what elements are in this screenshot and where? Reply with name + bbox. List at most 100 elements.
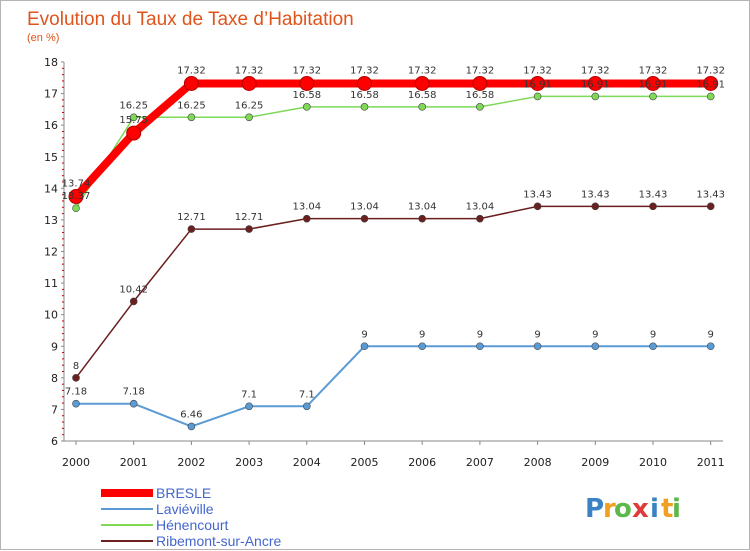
- data-point: [649, 92, 657, 101]
- logo-letter: r: [603, 494, 616, 524]
- data-label: 13.04: [408, 202, 437, 213]
- logo-letter: t: [661, 494, 673, 524]
- data-point: [302, 214, 311, 223]
- x-tick-label: 2007: [466, 456, 494, 469]
- chart-subtitle: (en %): [27, 32, 59, 44]
- data-label: 16.25: [235, 100, 264, 111]
- x-tick-label: 2000: [62, 456, 90, 469]
- data-point: [533, 92, 542, 101]
- logo-letter: o: [614, 494, 632, 524]
- proxiti-logo: Pro x i ti: [585, 494, 681, 524]
- series-line: [75, 205, 711, 379]
- series-bresle: [68, 75, 719, 205]
- data-point: [706, 342, 715, 351]
- data-label: 17.32: [177, 65, 206, 76]
- data-point: [706, 202, 715, 211]
- data-point: [72, 204, 80, 213]
- x-tick-label: 2011: [697, 456, 725, 469]
- data-label: 7.18: [123, 387, 145, 398]
- x-tick-label: 2001: [120, 456, 148, 469]
- y-tick-label: 7: [51, 403, 58, 416]
- data-point: [649, 202, 657, 211]
- data-label: 9: [534, 329, 540, 340]
- data-label: 9: [361, 329, 367, 340]
- data-point: [72, 399, 80, 408]
- data-label: 6.46: [180, 409, 202, 420]
- data-label: 17.32: [466, 65, 495, 76]
- data-label: 13.04: [466, 202, 495, 213]
- y-tick-label: 6: [51, 435, 58, 448]
- data-label: 16.91: [581, 79, 610, 90]
- logo-letter: i: [672, 494, 681, 524]
- data-point: [360, 214, 369, 223]
- data-point: [418, 342, 427, 351]
- data-point: [72, 374, 80, 382]
- data-point: [414, 75, 430, 91]
- data-point: [129, 297, 138, 306]
- data-point: [533, 202, 542, 211]
- data-label: 9: [477, 329, 483, 340]
- data-label: 17.32: [639, 65, 668, 76]
- data-label: 7.18: [65, 387, 87, 398]
- data-point: [126, 125, 142, 141]
- data-point: [591, 342, 600, 351]
- axes: 6 7 8 9 10 11 12 13 14 15 16 17 18 2000 2001 2002 2003 20…: [44, 56, 725, 469]
- data-label: 9: [708, 329, 714, 340]
- data-point: [302, 402, 311, 411]
- data-point: [418, 103, 427, 111]
- y-tick-label: 14: [44, 182, 58, 195]
- y-tick-label: 15: [44, 151, 58, 164]
- data-label: 17.32: [235, 65, 264, 76]
- data-point: [245, 225, 253, 233]
- data-label: 16.91: [639, 79, 668, 90]
- x-tick-label: 2005: [351, 456, 379, 469]
- data-label: 16.58: [350, 90, 379, 101]
- legend-label: BRESLE: [156, 485, 211, 501]
- x-tick-label: 2008: [524, 456, 552, 469]
- data-point: [245, 402, 253, 411]
- data-label: 9: [592, 329, 598, 340]
- logo-letter: i: [650, 494, 659, 524]
- data-point: [129, 399, 138, 408]
- series-layer: 7.18 7.18 6.46 7.1 7.1 9 9 9 9 9 9 9 8 10.42 12.71 12.7…: [62, 65, 725, 431]
- series-lavi-ville: [72, 342, 715, 431]
- data-point: [530, 75, 546, 91]
- data-label: 13.43: [696, 189, 725, 200]
- data-point: [533, 342, 542, 351]
- data-label: 7.1: [241, 389, 257, 400]
- y-tick-label: 13: [44, 214, 58, 227]
- data-point: [187, 225, 196, 233]
- data-point: [187, 422, 196, 431]
- data-label: 9: [650, 329, 656, 340]
- x-tick-label: 2006: [408, 456, 436, 469]
- data-point: [183, 75, 199, 91]
- data-point: [645, 75, 661, 91]
- series-h-nencourt: [72, 92, 715, 213]
- data-point: [241, 75, 257, 91]
- data-point: [706, 92, 715, 101]
- data-point: [187, 113, 196, 122]
- data-label: 13.74: [62, 179, 91, 190]
- data-label: 17.32: [350, 65, 379, 76]
- data-label: 16.25: [177, 100, 206, 111]
- data-label: 13.43: [639, 189, 668, 200]
- data-point: [360, 103, 369, 111]
- data-point: [245, 113, 253, 122]
- series-line: [73, 79, 711, 200]
- data-label: 17.32: [408, 65, 437, 76]
- data-label: 13.04: [292, 202, 321, 213]
- data-point: [476, 214, 484, 223]
- y-tick-label: 12: [44, 246, 58, 259]
- x-tick-label: 2010: [639, 456, 667, 469]
- x-tick-label: 2009: [581, 456, 609, 469]
- data-label: 16.91: [523, 79, 552, 90]
- legend-label: Laviéville: [156, 501, 214, 517]
- x-tick-label: 2004: [293, 456, 321, 469]
- legend: BRESLELaviévilleHénencourtRibemont-sur-A…: [101, 485, 281, 549]
- data-point: [703, 75, 719, 91]
- data-label: 13.43: [523, 189, 552, 200]
- x-tick-label: 2002: [177, 456, 205, 469]
- legend-label: Hénencourt: [156, 517, 228, 533]
- data-label: 16.58: [408, 90, 437, 101]
- data-point: [418, 214, 427, 223]
